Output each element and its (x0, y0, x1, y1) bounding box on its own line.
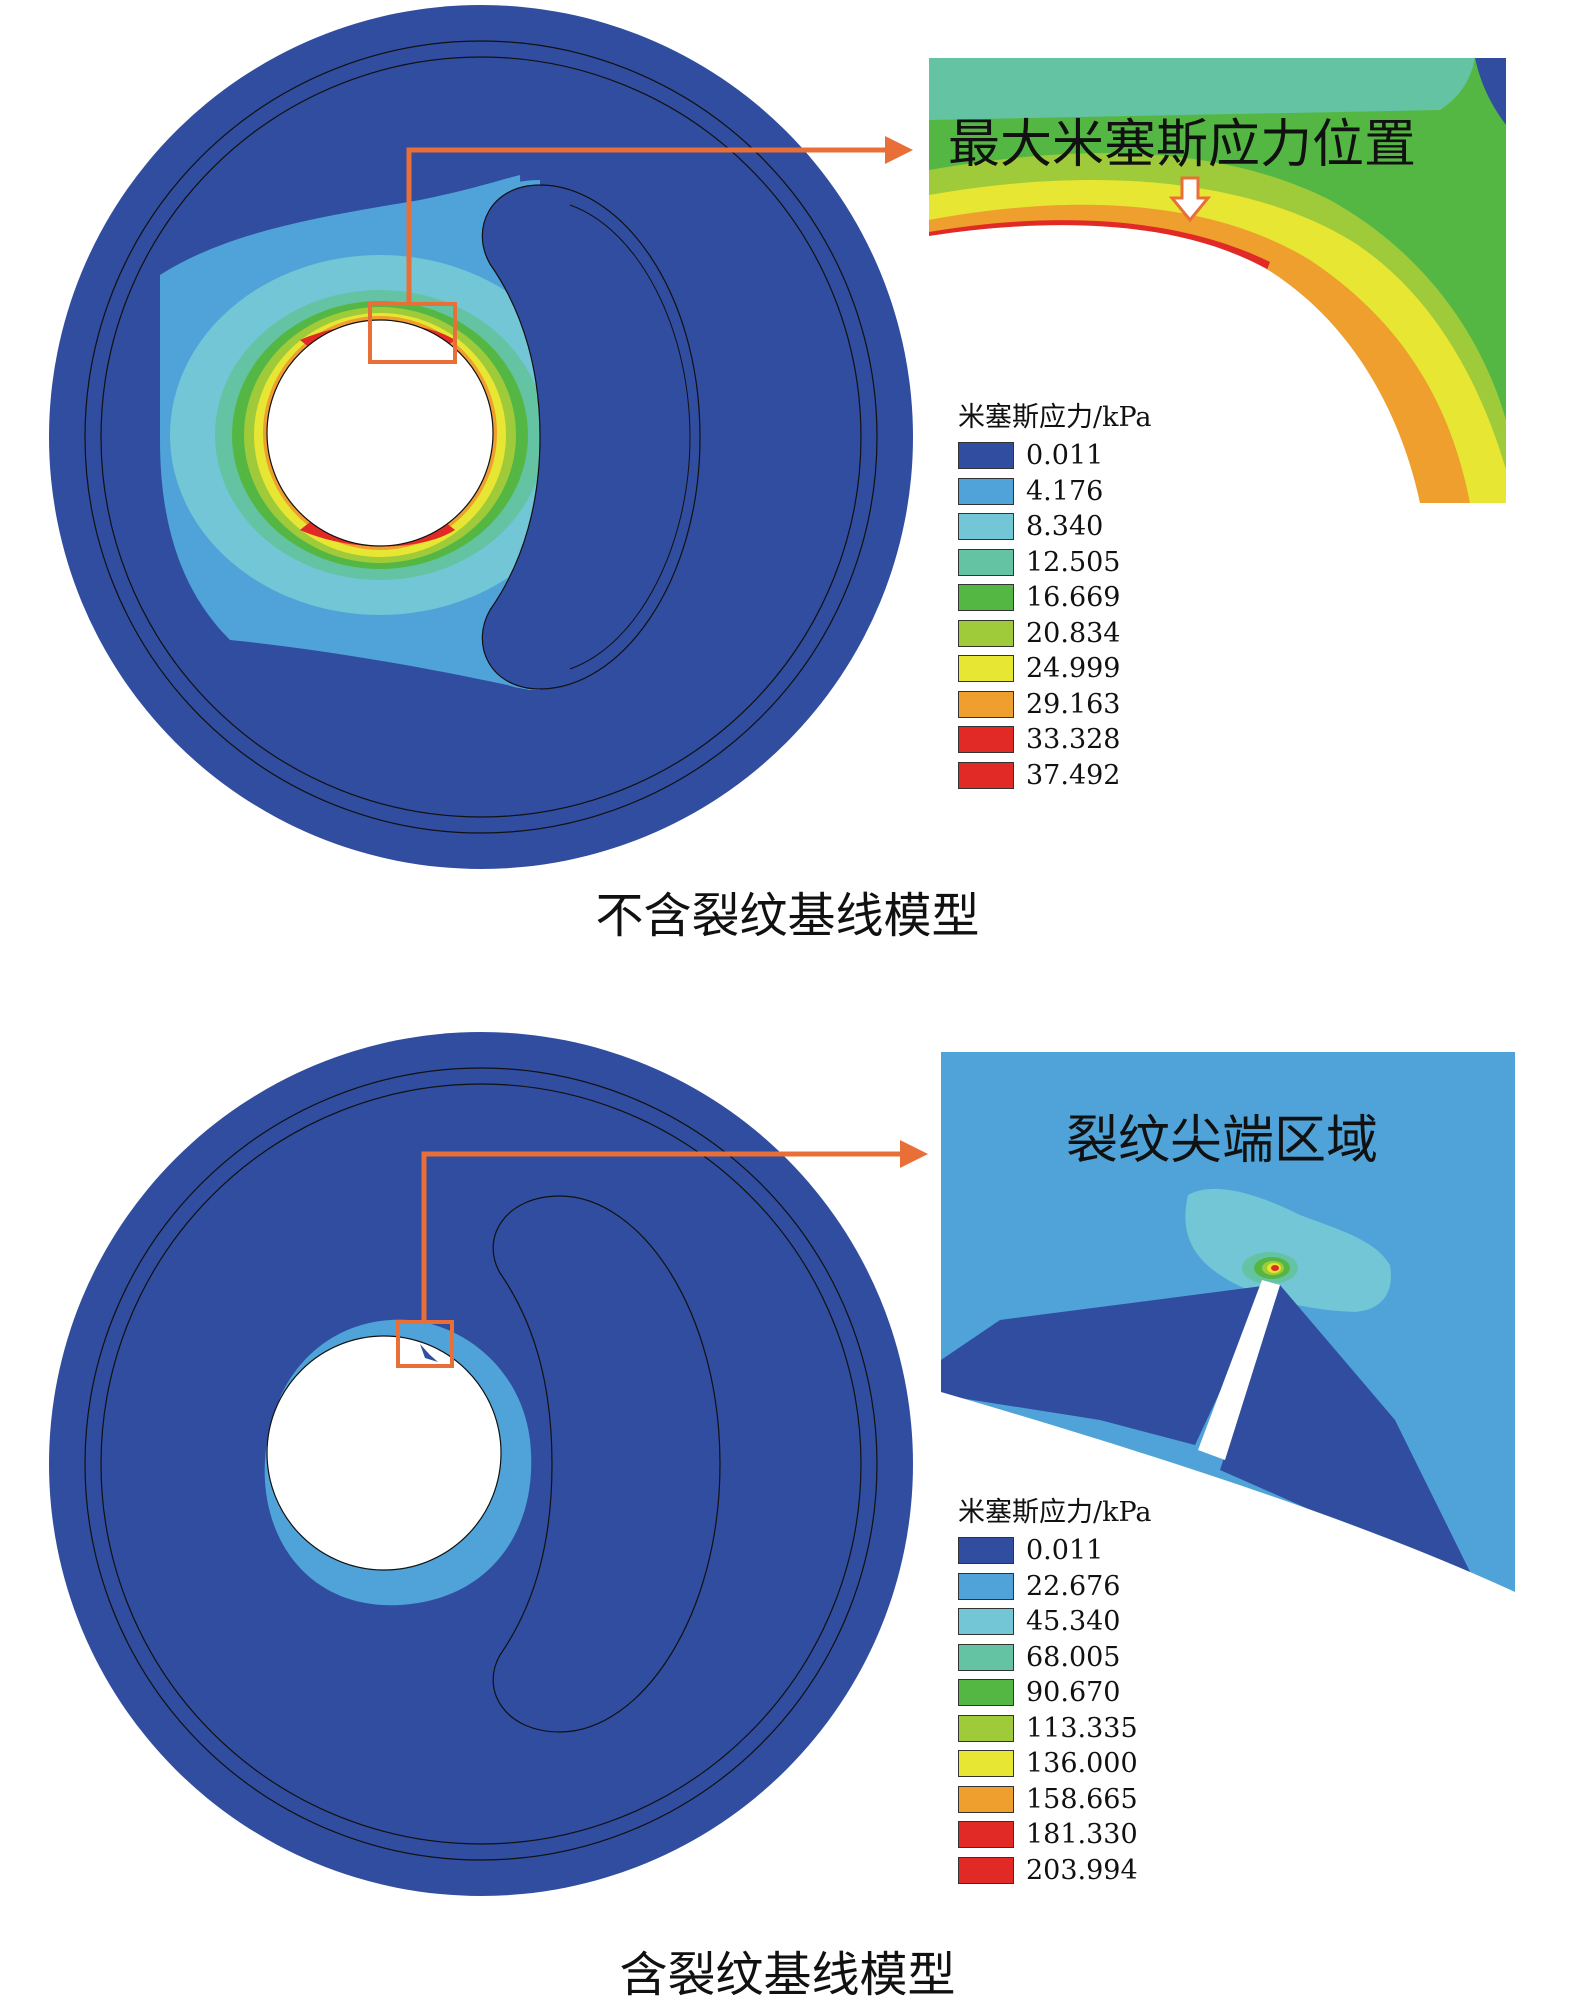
legend-value: 181.330 (1026, 1819, 1138, 1851)
legend-value: 0.011 (1026, 1535, 1104, 1567)
legend-row: 20.834 (958, 616, 1152, 652)
legend-row: 12.505 (958, 545, 1152, 581)
legend-value: 22.676 (1026, 1570, 1121, 1602)
legend-row: 29.163 (958, 687, 1152, 723)
crack-gap (1198, 1280, 1280, 1460)
legend-row: 0.011 (958, 438, 1152, 474)
legend-row: 4.176 (958, 474, 1152, 510)
legend-value: 158.665 (1026, 1783, 1138, 1815)
zoom-label-2: 裂纹尖端区域 (1066, 1111, 1379, 1171)
legend-swatch (958, 1821, 1014, 1849)
legend-swatch (958, 513, 1014, 541)
legend-value: 33.328 (1026, 724, 1121, 756)
kidney-cutout (481, 184, 701, 690)
legend-swatch (958, 726, 1014, 754)
crack-marker (420, 1344, 438, 1362)
legend-row: 0.011 (958, 1533, 1152, 1569)
legend-row: 68.005 (958, 1640, 1152, 1676)
legend-row: 16.669 (958, 580, 1152, 616)
legend-value: 136.000 (1026, 1748, 1138, 1780)
legend-swatch (958, 442, 1014, 470)
kidney-inner-line (569, 204, 691, 670)
legend-value: 0.011 (1026, 440, 1104, 472)
zoom-label-1: 最大米塞斯应力位置 (948, 115, 1417, 175)
caption-intact-model: 不含裂纹基线模型 (595, 888, 980, 944)
callout-1 (368, 136, 913, 364)
bore-hole-cracked (266, 1335, 502, 1571)
legend-swatch (958, 1608, 1014, 1636)
legend-row: 203.994 (958, 1853, 1152, 1889)
legend-row: 136.000 (958, 1746, 1152, 1782)
legend-swatch (958, 1572, 1014, 1600)
legend-swatch (958, 584, 1014, 612)
legend-row: 181.330 (958, 1817, 1152, 1853)
intact-model-disc (49, 5, 913, 869)
crack-right-zone (1220, 1285, 1515, 1592)
legend-swatch (958, 1679, 1014, 1707)
legend-swatch (958, 1643, 1014, 1671)
legend-row: 90.670 (958, 1675, 1152, 1711)
legend-value: 12.505 (1026, 546, 1121, 578)
legend-row: 37.492 (958, 758, 1152, 794)
legend-row: 8.340 (958, 509, 1152, 545)
crack-left-zone (941, 1285, 1270, 1445)
legend-swatch (958, 1856, 1014, 1884)
legend-value: 113.335 (1026, 1712, 1138, 1744)
legend-row: 33.328 (958, 722, 1152, 758)
legend-swatch (958, 548, 1014, 576)
legend-row: 22.676 (958, 1569, 1152, 1605)
legend-swatch (958, 619, 1014, 647)
legend-value: 16.669 (1026, 582, 1121, 614)
legend-value: 37.492 (1026, 759, 1121, 791)
peak-marker-arrow (1168, 176, 1212, 223)
legend-swatch (958, 655, 1014, 683)
legend-swatch (958, 761, 1014, 789)
legend-value: 203.994 (1026, 1854, 1138, 1886)
legend-swatch (958, 1537, 1014, 1565)
zoom-view-2 (941, 1052, 1515, 1592)
caption-cracked-model: 含裂纹基线模型 (619, 1947, 956, 2003)
legend-swatch (958, 690, 1014, 718)
legend-row: 24.999 (958, 651, 1152, 687)
legend-title: 米塞斯应力/kPa (958, 1497, 1152, 1528)
legend-swatch (958, 477, 1014, 505)
legend-value: 45.340 (1026, 1606, 1121, 1638)
legend-1: 米塞斯应力/kPa 0.011 4.176 8.340 12.505 16.66… (958, 398, 1152, 793)
legend-value: 20.834 (1026, 617, 1121, 649)
outside-region (941, 1392, 1515, 1592)
legend-swatch (958, 1785, 1014, 1813)
callout-2 (396, 1140, 928, 1368)
legend-row: 113.335 (958, 1711, 1152, 1747)
legend-swatch (958, 1750, 1014, 1778)
legend-value: 90.670 (1026, 1677, 1121, 1709)
kidney-cutout-outline (492, 1195, 721, 1733)
legend-value: 24.999 (1026, 653, 1121, 685)
legend-swatch (958, 1714, 1014, 1742)
legend-row: 45.340 (958, 1604, 1152, 1640)
legend-value: 8.340 (1026, 511, 1104, 543)
crack-tip-halo (1185, 1188, 1391, 1312)
zoom-view-1 (929, 58, 1506, 503)
legend-value: 29.163 (1026, 688, 1121, 720)
legend-2: 米塞斯应力/kPa 0.011 22.676 45.340 68.005 90.… (958, 1493, 1152, 1888)
legend-value: 68.005 (1026, 1641, 1121, 1673)
bore-hole (266, 319, 494, 547)
cracked-model-disc (49, 1032, 913, 1896)
legend-value: 4.176 (1026, 475, 1104, 507)
legend-title: 米塞斯应力/kPa (958, 402, 1152, 433)
legend-row: 158.665 (958, 1782, 1152, 1818)
